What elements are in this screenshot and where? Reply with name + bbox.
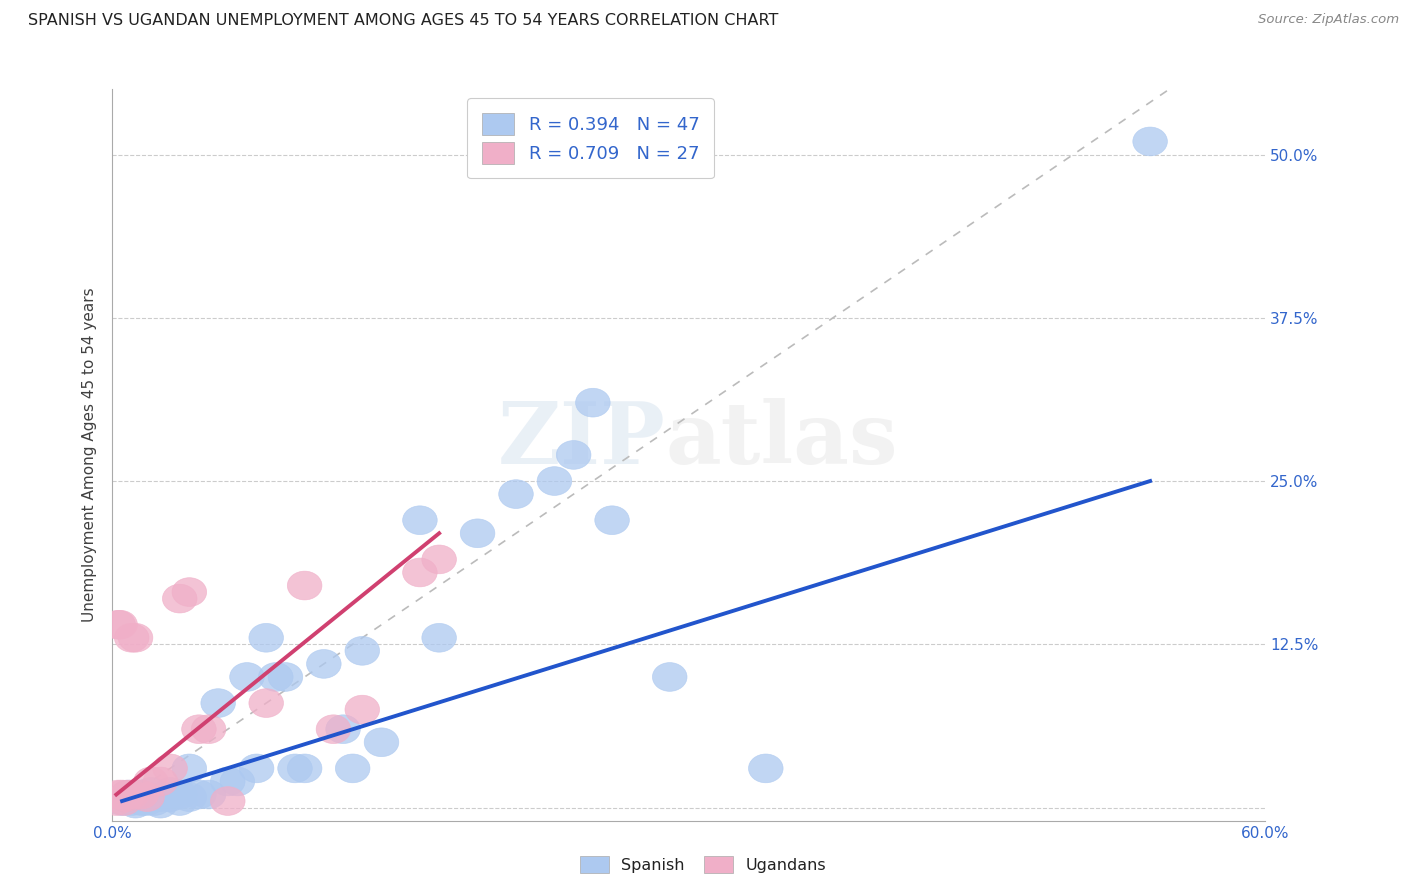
Ellipse shape [211,767,245,796]
Ellipse shape [172,578,207,607]
Text: SPANISH VS UGANDAN UNEMPLOYMENT AMONG AGES 45 TO 54 YEARS CORRELATION CHART: SPANISH VS UGANDAN UNEMPLOYMENT AMONG AG… [28,13,779,29]
Ellipse shape [191,714,226,744]
Ellipse shape [143,789,177,818]
Ellipse shape [114,624,149,652]
Ellipse shape [557,441,591,469]
Ellipse shape [221,767,254,796]
Ellipse shape [499,480,533,508]
Ellipse shape [163,787,197,815]
Text: ZIP: ZIP [498,399,666,483]
Ellipse shape [191,780,226,809]
Ellipse shape [108,783,143,812]
Ellipse shape [134,767,169,796]
Ellipse shape [111,780,145,809]
Ellipse shape [114,787,149,815]
Ellipse shape [422,545,457,574]
Ellipse shape [98,787,134,815]
Ellipse shape [269,663,302,691]
Ellipse shape [105,787,139,815]
Text: Source: ZipAtlas.com: Source: ZipAtlas.com [1258,13,1399,27]
Ellipse shape [211,787,245,815]
Ellipse shape [134,783,169,812]
Ellipse shape [134,778,169,806]
Ellipse shape [249,624,284,652]
Ellipse shape [364,728,399,756]
Ellipse shape [595,506,630,534]
Ellipse shape [105,780,139,809]
Ellipse shape [181,714,217,744]
Ellipse shape [101,610,135,639]
Ellipse shape [575,388,610,417]
Ellipse shape [748,754,783,783]
Ellipse shape [307,649,342,678]
Y-axis label: Unemployment Among Ages 45 to 54 years: Unemployment Among Ages 45 to 54 years [82,287,97,623]
Ellipse shape [287,571,322,600]
Text: atlas: atlas [666,399,898,483]
Ellipse shape [316,714,350,744]
Ellipse shape [278,754,312,783]
Ellipse shape [336,754,370,783]
Ellipse shape [287,754,322,783]
Ellipse shape [129,783,165,812]
Ellipse shape [163,584,197,613]
Ellipse shape [153,754,187,783]
Ellipse shape [229,663,264,691]
Ellipse shape [138,787,172,815]
Ellipse shape [129,787,165,815]
Ellipse shape [163,780,197,809]
Ellipse shape [114,780,149,809]
Ellipse shape [124,780,159,809]
Ellipse shape [402,506,437,534]
Ellipse shape [402,558,437,587]
Ellipse shape [652,663,688,691]
Ellipse shape [107,787,141,815]
Ellipse shape [344,695,380,724]
Ellipse shape [201,689,235,717]
Ellipse shape [124,780,159,809]
Legend: Spanish, Ugandans: Spanish, Ugandans [574,849,832,880]
Legend: R = 0.394   N = 47, R = 0.709   N = 27: R = 0.394 N = 47, R = 0.709 N = 27 [467,98,714,178]
Ellipse shape [101,780,135,809]
Ellipse shape [181,780,217,809]
Ellipse shape [259,663,292,691]
Ellipse shape [460,519,495,548]
Ellipse shape [143,767,177,796]
Ellipse shape [172,754,207,783]
Ellipse shape [124,787,159,815]
Ellipse shape [1133,127,1167,156]
Ellipse shape [103,610,138,639]
Ellipse shape [422,624,457,652]
Ellipse shape [344,637,380,665]
Ellipse shape [153,778,187,806]
Ellipse shape [114,783,149,812]
Ellipse shape [537,467,572,495]
Ellipse shape [118,789,153,818]
Ellipse shape [118,624,153,652]
Ellipse shape [172,783,207,812]
Ellipse shape [111,780,145,809]
Ellipse shape [249,689,284,717]
Ellipse shape [143,783,177,812]
Ellipse shape [326,714,360,744]
Ellipse shape [153,783,187,812]
Ellipse shape [239,754,274,783]
